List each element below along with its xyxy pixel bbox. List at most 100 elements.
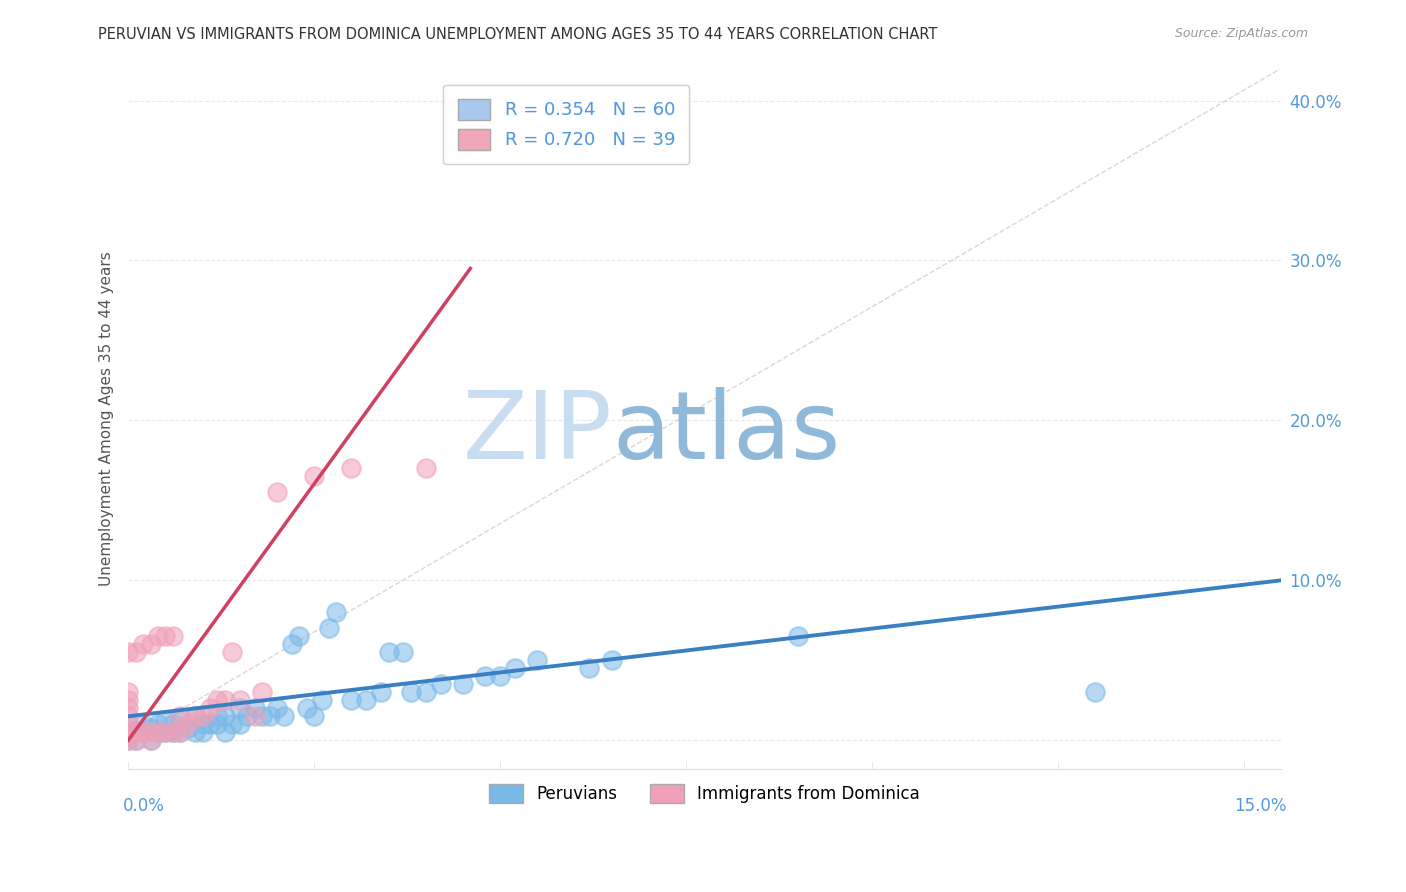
Point (198, 717, 221, 731)
Point (191, 725, 214, 739)
Point (354, 693, 377, 707)
Point (214, 725, 236, 739)
Point (526, 653, 548, 667)
Point (229, 693, 252, 707)
Legend: R = 0.354   N = 60, R = 0.720   N = 39: R = 0.354 N = 60, R = 0.720 N = 39 (443, 85, 689, 164)
Point (117, 717, 139, 731)
Point (311, 693, 333, 707)
Point (229, 717, 252, 731)
Point (191, 717, 214, 731)
Point (266, 485, 288, 500)
Point (318, 621, 340, 635)
Point (243, 709, 266, 723)
Point (474, 669, 496, 683)
Text: atlas: atlas (613, 387, 841, 479)
Point (281, 637, 304, 651)
Point (132, 725, 155, 739)
Point (177, 717, 200, 731)
Point (117, 717, 139, 731)
Point (117, 725, 139, 739)
Point (125, 645, 148, 659)
Point (146, 725, 169, 739)
Point (139, 733, 162, 747)
Point (177, 721, 200, 735)
Point (117, 733, 139, 747)
Text: ZIP: ZIP (463, 387, 613, 479)
Point (340, 461, 363, 475)
Point (302, 709, 325, 723)
Point (155, 725, 177, 739)
Point (273, 709, 295, 723)
Point (392, 645, 415, 659)
Point (155, 725, 177, 739)
Point (302, 469, 325, 483)
Point (288, 629, 311, 643)
Point (139, 721, 162, 735)
Point (370, 685, 392, 699)
Point (451, 141, 474, 155)
Point (578, 661, 600, 675)
Point (146, 629, 169, 643)
Point (117, 709, 139, 723)
Point (125, 725, 148, 739)
Text: 0.0%: 0.0% (122, 797, 165, 815)
Point (377, 645, 399, 659)
Point (162, 725, 184, 739)
Point (415, 461, 437, 475)
Point (184, 709, 207, 723)
Point (125, 725, 148, 739)
Point (117, 725, 139, 739)
Point (155, 629, 177, 643)
Point (146, 725, 169, 739)
Point (198, 701, 221, 715)
Point (117, 645, 139, 659)
Point (169, 725, 191, 739)
Point (295, 701, 318, 715)
Point (415, 685, 437, 699)
Point (325, 605, 347, 619)
Point (162, 717, 184, 731)
Point (221, 717, 243, 731)
Point (169, 709, 191, 723)
Point (451, 677, 474, 691)
Point (184, 725, 207, 739)
Point (243, 701, 266, 715)
Point (169, 725, 191, 739)
Point (489, 669, 512, 683)
Point (132, 637, 155, 651)
Point (214, 693, 236, 707)
Point (146, 717, 169, 731)
Point (139, 725, 162, 739)
Point (125, 733, 148, 747)
Text: Source: ZipAtlas.com: Source: ZipAtlas.com (1174, 27, 1308, 40)
Point (600, 653, 623, 667)
Point (207, 709, 229, 723)
Text: PERUVIAN VS IMMIGRANTS FROM DOMINICA UNEMPLOYMENT AMONG AGES 35 TO 44 YEARS CORR: PERUVIAN VS IMMIGRANTS FROM DOMINICA UNE… (98, 27, 938, 42)
Point (399, 685, 422, 699)
Point (162, 629, 184, 643)
Point (117, 733, 139, 747)
Point (207, 693, 229, 707)
Point (221, 645, 243, 659)
Point (169, 714, 191, 728)
Point (236, 709, 259, 723)
Point (429, 677, 451, 691)
Point (132, 725, 155, 739)
Point (184, 709, 207, 723)
Y-axis label: Unemployment Among Ages 35 to 44 years: Unemployment Among Ages 35 to 44 years (100, 252, 114, 586)
Point (117, 693, 139, 707)
Point (155, 714, 177, 728)
Point (139, 637, 162, 651)
Point (139, 733, 162, 747)
Point (132, 717, 155, 731)
Point (229, 701, 252, 715)
Text: 15.0%: 15.0% (1234, 797, 1286, 815)
Point (162, 725, 184, 739)
Point (191, 709, 214, 723)
Point (259, 709, 281, 723)
Point (250, 709, 273, 723)
Point (340, 693, 363, 707)
Point (786, 629, 808, 643)
Point (117, 685, 139, 699)
Point (117, 701, 139, 715)
